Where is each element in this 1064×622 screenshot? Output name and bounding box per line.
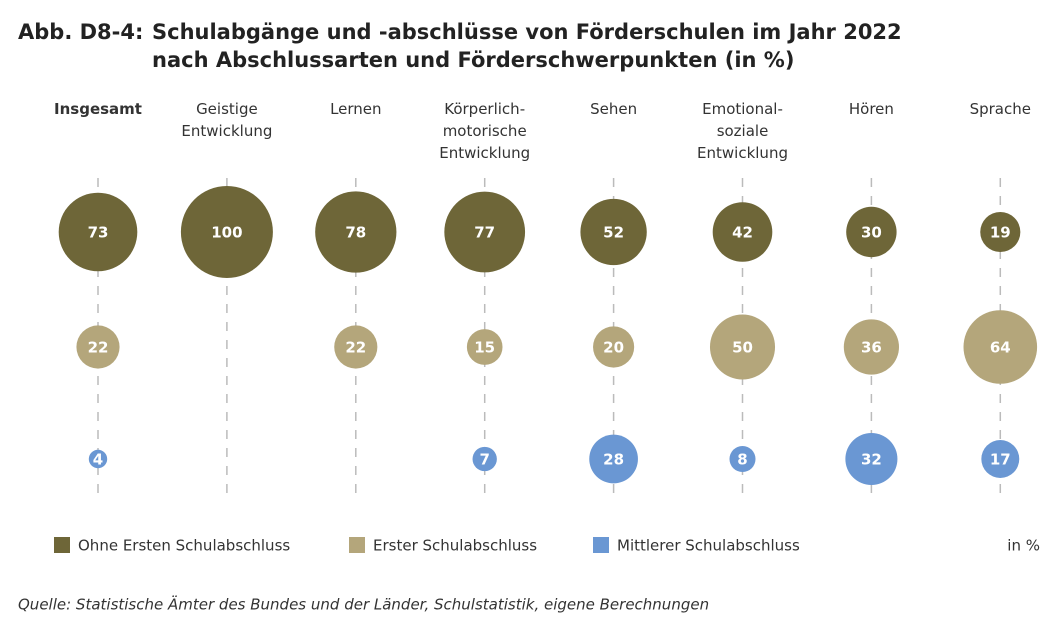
legend-swatch xyxy=(593,537,609,553)
category-label: Körperlich-motorische Entwicklung xyxy=(439,100,531,162)
bubble xyxy=(845,432,898,486)
category-label: Emotional-soziale Entwicklung xyxy=(697,100,788,162)
value-label: 17 xyxy=(990,451,1011,469)
chart-title: nach Abschlussarten und Förderschwerpunk… xyxy=(152,48,795,72)
bubble xyxy=(58,192,138,272)
value-label: 15 xyxy=(474,339,495,357)
bubble xyxy=(963,310,1038,384)
value-label: 36 xyxy=(861,339,882,357)
figure-label: Abb. D8-4: xyxy=(18,20,144,44)
source: Quelle: Statistische Ämter des Bundes un… xyxy=(18,595,709,614)
value-label: 28 xyxy=(603,451,624,469)
legend-swatch xyxy=(349,537,365,553)
bubble xyxy=(334,325,378,369)
legend-label: Mittlerer Schulabschluss xyxy=(617,537,800,555)
value-label: 52 xyxy=(603,224,624,242)
value-label: 22 xyxy=(345,339,366,357)
value-label: 78 xyxy=(345,224,366,242)
category-label: Geistige Entwicklung xyxy=(181,100,273,140)
bubble xyxy=(593,326,635,368)
value-label: 19 xyxy=(990,224,1011,242)
value-label: 8 xyxy=(737,451,747,469)
value-label: 20 xyxy=(603,339,624,357)
category-label: Insgesamt xyxy=(54,100,142,118)
bubble xyxy=(76,325,120,369)
value-label: 32 xyxy=(861,451,882,469)
bubble xyxy=(981,440,1020,478)
bubble xyxy=(472,446,497,472)
value-label: 22 xyxy=(88,339,109,357)
bubble xyxy=(709,314,776,380)
bubble xyxy=(466,329,503,365)
value-label: 100 xyxy=(211,224,242,242)
bubble xyxy=(180,186,273,278)
bubble xyxy=(980,211,1021,253)
bubble xyxy=(580,198,647,266)
bubble xyxy=(729,445,756,473)
category-label: Hören xyxy=(848,100,894,118)
value-label: 50 xyxy=(732,339,753,357)
bubble xyxy=(843,319,900,375)
value-label: 64 xyxy=(990,339,1011,357)
legend-label: Erster Schulabschluss xyxy=(373,537,537,555)
bubble xyxy=(444,191,526,273)
unit-label: in % xyxy=(1007,537,1040,555)
value-label: 4 xyxy=(93,451,103,469)
category-label: Lernen xyxy=(330,100,382,118)
category-label: Sehen xyxy=(590,100,638,118)
legend-label: Ohne Ersten Schulabschluss xyxy=(78,537,290,555)
chart-title: Schulabgänge und -abschlüsse von Förders… xyxy=(152,20,902,44)
bubble xyxy=(712,202,773,262)
value-label: 7 xyxy=(479,451,489,469)
bubble xyxy=(846,206,897,258)
bubble xyxy=(589,434,638,484)
value-label: 42 xyxy=(732,224,753,242)
category-label: Sprache xyxy=(969,100,1031,118)
value-label: 73 xyxy=(88,224,109,242)
bubble xyxy=(88,449,108,469)
value-label: 77 xyxy=(474,224,495,242)
legend-swatch xyxy=(54,537,70,553)
value-label: 30 xyxy=(861,224,882,242)
bubble xyxy=(315,191,397,273)
